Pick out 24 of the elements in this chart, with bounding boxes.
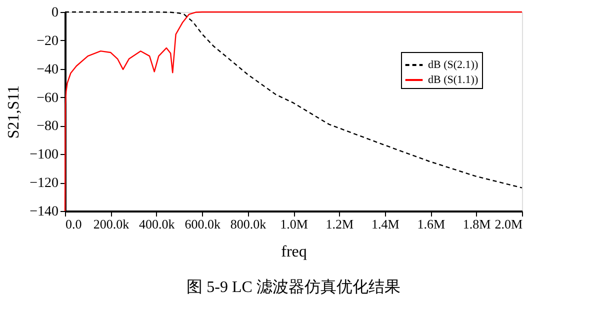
x-tick-label: 1.4M [371,216,400,232]
y-tick-label: −60 [36,90,58,106]
x-tick-label: 400.0k [139,216,176,232]
x-tick-label: 0.0 [66,216,82,232]
y-tick-label: 0 [52,6,58,20]
y-axis-title: S21,S11 [6,85,23,139]
legend-label: dB (S(2.1)) [428,59,478,71]
y-tick-label: −40 [36,62,58,78]
y-tick-label: −140 [30,204,58,220]
x-tick-label: 200.0k [93,216,130,232]
x-tick-label: 1.6M [417,216,446,232]
legend-label: dB (S(1.1)) [428,74,478,86]
text: 图 5-9 LC 滤波器仿真优化结果 [186,278,400,296]
x-tick-label: 1.2M [326,216,354,232]
x-tick-label: 800.0k [230,216,267,232]
x-tick-label: 2.0M [494,216,523,232]
x-axis-title: freq [281,244,307,260]
y-tick-label: −100 [30,148,58,163]
y-tick-label: −20 [36,34,58,49]
y-tick-label: −120 [30,176,58,192]
y-tick-label: −80 [36,119,58,134]
x-tick-label: 600.0k [184,216,221,232]
x-tick-label: 1.0M [280,216,308,232]
x-tick-label: 1.8M [462,216,492,232]
